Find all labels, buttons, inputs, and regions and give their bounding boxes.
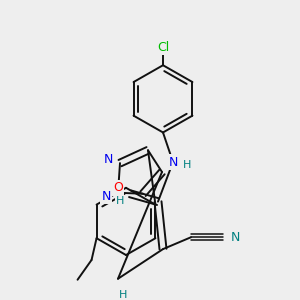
Text: N: N: [103, 153, 113, 166]
Text: N: N: [230, 231, 240, 244]
Text: H: H: [183, 160, 191, 170]
Text: H: H: [116, 196, 124, 206]
Text: H: H: [119, 290, 127, 300]
Text: N: N: [101, 190, 111, 203]
Text: N: N: [168, 156, 178, 169]
Text: Cl: Cl: [157, 41, 169, 54]
Text: O: O: [113, 181, 123, 194]
